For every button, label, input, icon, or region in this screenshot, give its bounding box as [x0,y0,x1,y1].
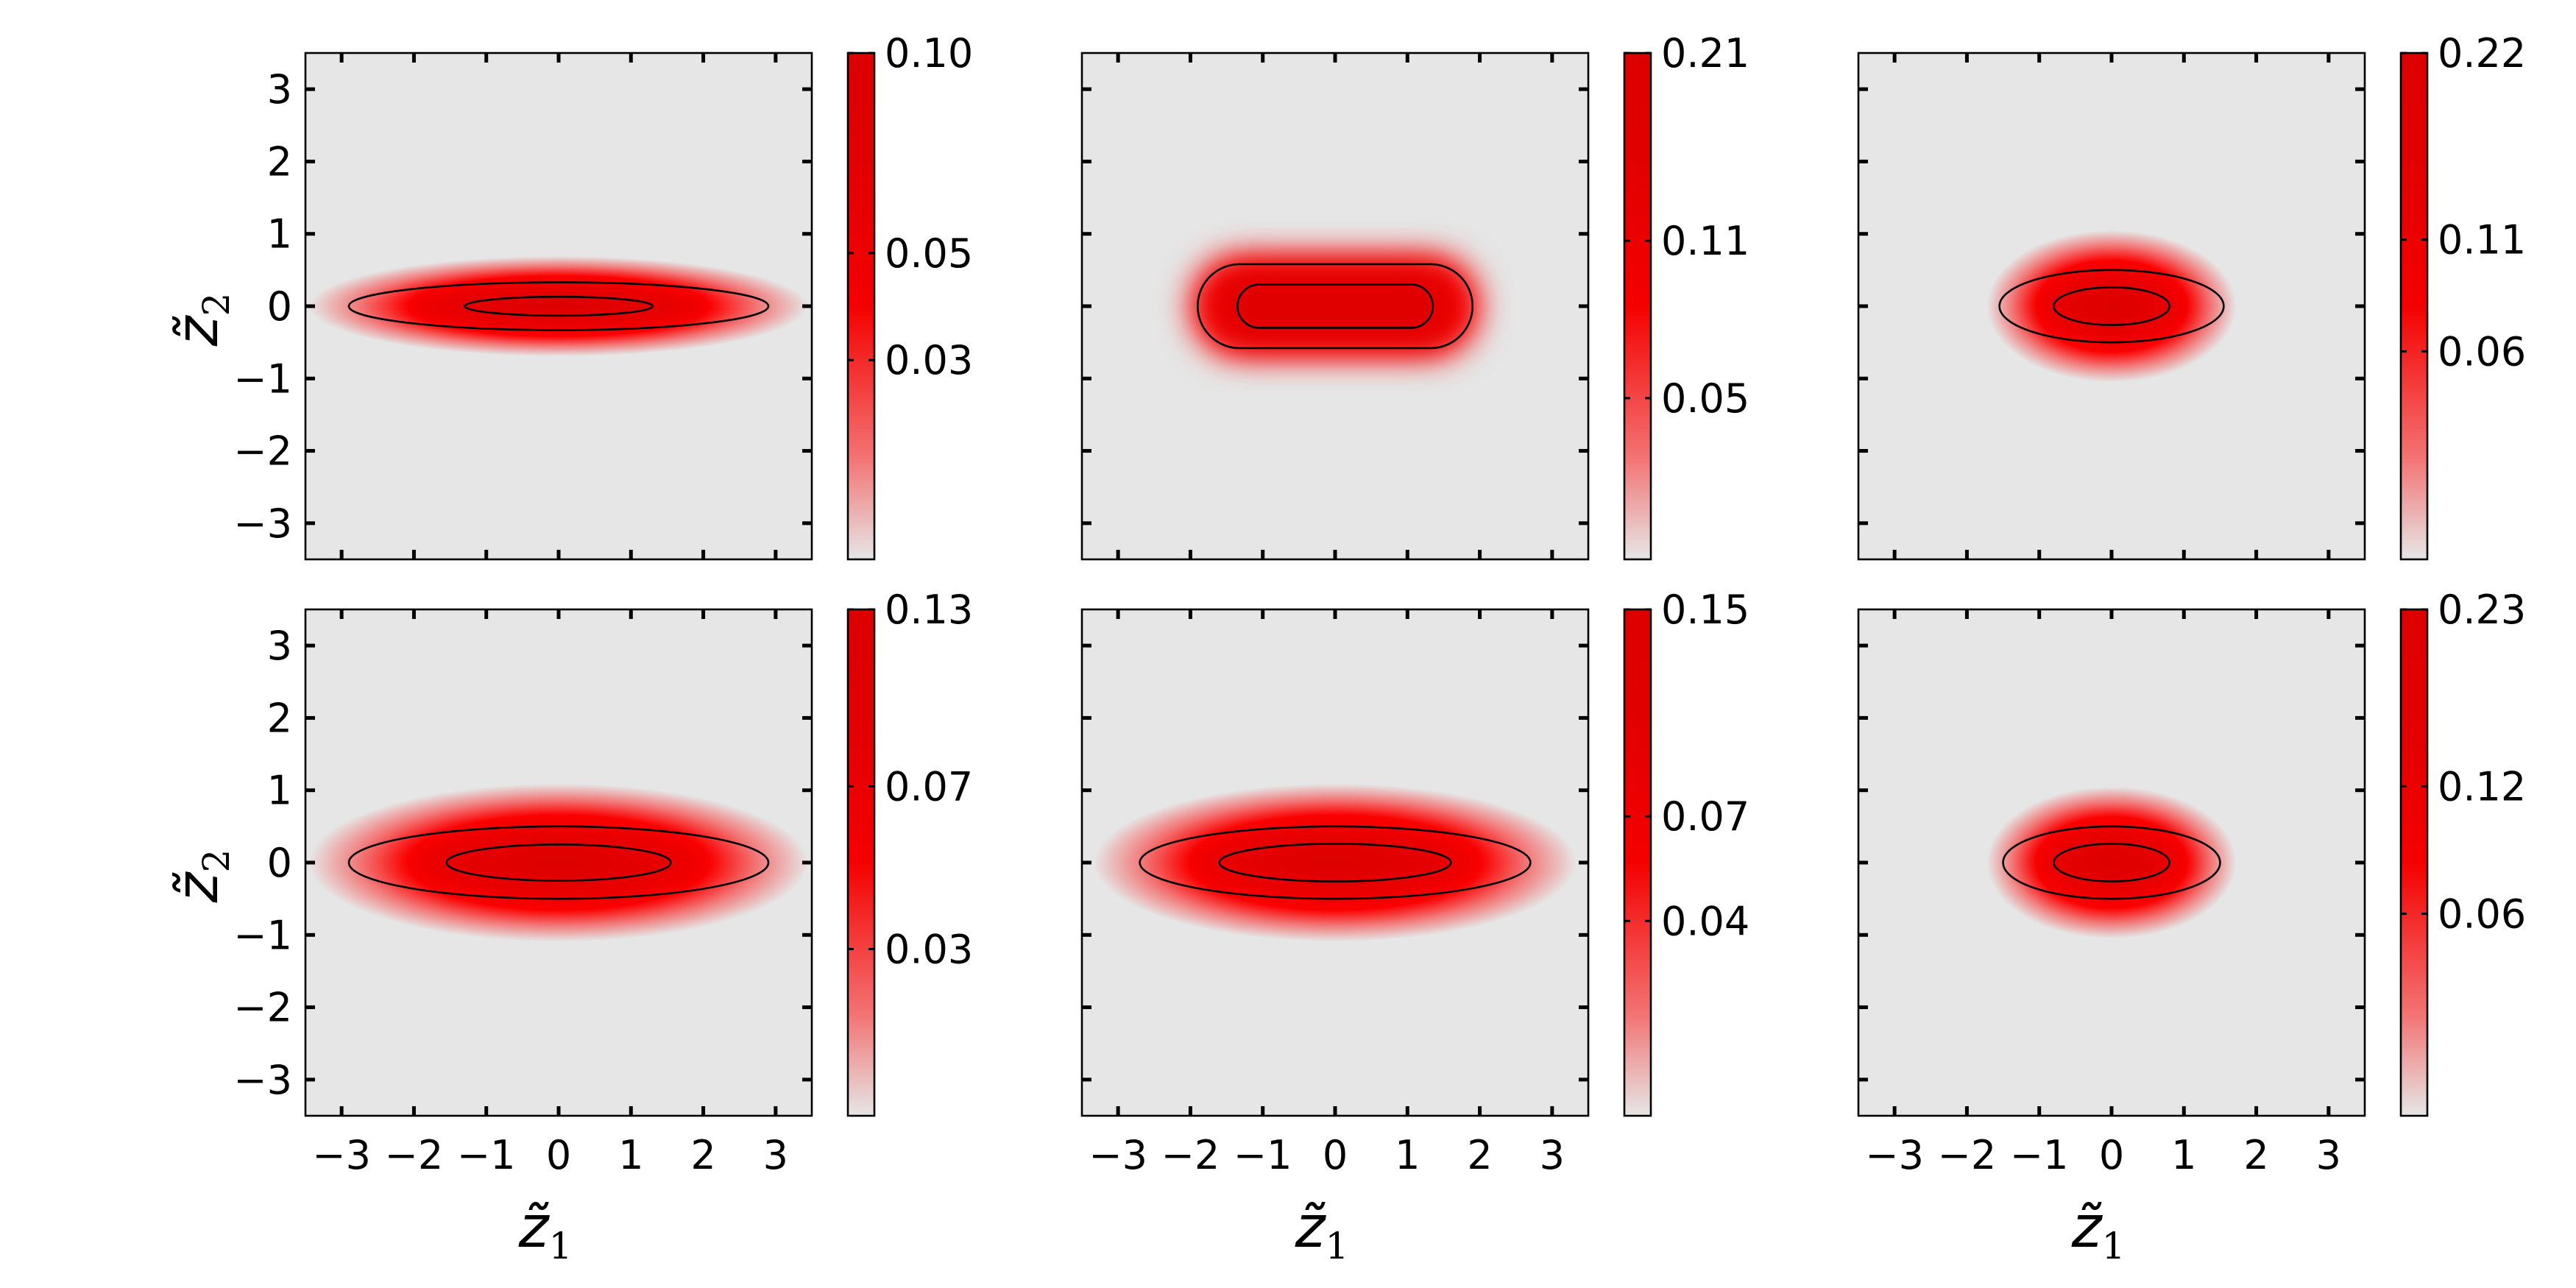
x-axis-label: z̃1 [1295,1195,1349,1267]
x-tick-label: −1 [2010,1132,2069,1178]
x-tick-label: 1 [2171,1132,2196,1178]
y-tick-label: 0 [267,840,292,886]
x-axis-label: z̃1 [518,1195,573,1267]
y-tick-label: −3 [233,1057,292,1103]
panel-1-0: −3 −2 −1 0 1 2 3 −3 −2 −1 0 1 2 3 z̃1 z̃2 0.13 0.07 0.03 [165,587,973,1267]
x-tick-label: 3 [2316,1132,2341,1178]
x-tick-label: −3 [1865,1132,1924,1178]
x-tick-label: −2 [385,1132,444,1178]
contour-line-1 [1236,283,1434,329]
y-tick-label: −1 [233,912,292,958]
x-tick-label: 3 [1540,1132,1565,1178]
colorbar-tick-label: 0.05 [885,230,973,277]
colorbar-gradient [1623,52,1652,561]
y-axis-label: z̃2 [165,293,238,347]
x-tick-label: −2 [1161,1132,1220,1178]
y-tick-label: 1 [267,211,292,258]
colorbar: 0.10 0.05 0.03 [846,30,973,561]
y-tick-label: 3 [267,66,292,113]
y-axis-label: z̃2 [165,849,238,904]
y-tick-label: −2 [233,985,292,1031]
y-tick-label: −3 [233,500,292,547]
colorbar: 0.21 0.11 0.05 [1623,30,1749,561]
y-tick-label: 2 [267,138,292,185]
panel-0-0: −3 −2 −1 0 1 2 3 z̃2 0.10 0.05 0.03 [165,30,973,561]
contour-line-1 [1218,843,1452,882]
colorbar-tick-label: 0.11 [2438,217,2526,263]
colorbar: 0.13 0.07 0.03 [846,587,973,1117]
density-core [2037,277,2187,336]
contour-line-0 [1197,263,1473,350]
x-tick-label: 3 [763,1132,788,1178]
y-tick-label: 1 [267,768,292,814]
density-core [1211,266,1459,346]
colorbar-tick-label: 0.03 [885,337,973,383]
contour-line-1 [2053,286,2170,326]
panel-1-1: −3 −2 −1 0 1 2 3 z̃1 0.15 0.07 0.04 [1080,587,1749,1267]
colorbar-tick-label: 0.03 [885,926,973,972]
x-tick-label: −3 [312,1132,371,1178]
colorbar-tick-label: 0.05 [1661,375,1749,422]
density-core [408,287,709,325]
contour-line-1 [463,295,654,317]
contour-line-0 [1139,825,1532,900]
y-tick-label: 0 [267,283,292,330]
colorbar-tick-label: 0.23 [2438,587,2526,633]
contour-line-0 [1998,269,2225,344]
colorbar-tick-label: 0.22 [2438,30,2526,77]
colorbar-tick-label: 0.13 [885,587,973,633]
y-tick-label: −2 [233,428,292,475]
colorbar-tick-label: 0.06 [2438,891,2526,937]
density-core [1190,832,1480,893]
x-tick-label: 0 [1323,1132,1348,1178]
panel-1-2: −3 −2 −1 0 1 2 3 z̃1 0.23 0.12 0.06 [1857,587,2526,1267]
contour-line-1 [2053,843,2170,882]
colorbar: 0.22 0.11 0.06 [2399,30,2526,561]
x-tick-label: −1 [457,1132,516,1178]
colorbar-tick-label: 0.04 [1661,898,1749,944]
contour-line-0 [347,281,770,331]
x-tick-label: 2 [2243,1132,2268,1178]
colorbar-gradient [2399,52,2429,561]
colorbar-tick-label: 0.12 [2438,763,2526,810]
colorbar-tick-label: 0.21 [1661,30,1749,77]
colorbar-gradient [846,608,876,1117]
x-tick-label: −3 [1089,1132,1147,1178]
colorbar-tick-label: 0.07 [1661,793,1749,840]
density-core [408,832,709,893]
x-tick-label: 2 [1467,1132,1492,1178]
panel-0-1: 0.21 0.11 0.05 [1080,30,1749,561]
y-tick-label: −1 [233,355,292,402]
x-tick-label: 1 [618,1132,643,1178]
colorbar-gradient [1623,608,1652,1117]
colorbar-tick-label: 0.15 [1661,587,1749,633]
colorbar: 0.15 0.07 0.04 [1623,587,1749,1117]
contour-line-1 [445,843,672,882]
contour-line-0 [347,825,770,900]
colorbar-gradient [846,52,876,561]
colorbar-tick-label: 0.06 [2438,328,2526,375]
colorbar-gradient [2399,608,2429,1117]
colorbar-tick-label: 0.07 [885,763,973,810]
colorbar-tick-label: 0.10 [885,30,973,77]
x-tick-label: 0 [546,1132,571,1178]
x-tick-label: 2 [690,1132,715,1178]
x-tick-label: −2 [1938,1132,1997,1178]
colorbar-tick-label: 0.11 [1661,218,1749,264]
x-tick-label: −1 [1234,1132,1292,1178]
x-tick-label: 0 [2099,1132,2124,1178]
x-axis-label: z̃1 [2071,1195,2126,1267]
colorbar: 0.23 0.12 0.06 [2399,587,2526,1117]
panel-0-2: 0.22 0.11 0.06 [1857,30,2526,561]
x-tick-label: 1 [1395,1132,1420,1178]
contour-line-0 [2002,825,2221,900]
y-tick-label: 2 [267,695,292,741]
y-tick-label: 3 [267,623,292,669]
density-core [2037,833,2187,892]
